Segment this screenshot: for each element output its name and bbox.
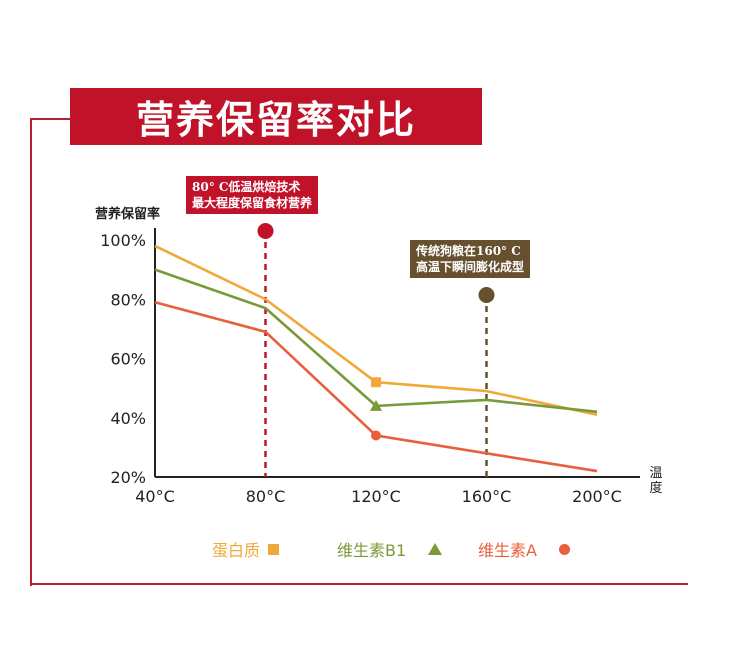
vline-marker-low-temp: [257, 223, 274, 239]
frame-left-border: [30, 118, 32, 586]
series-point-a: [371, 430, 381, 441]
legend-item-b1: 维生素B1: [337, 537, 443, 561]
frame-bottom-border: [30, 583, 688, 585]
legend-item-protein: 蛋白质: [212, 537, 280, 561]
y-tick-label: 100%: [100, 231, 146, 250]
y-tick-label: 60%: [110, 350, 146, 369]
legend-label-a: 维生素A: [478, 541, 537, 560]
callout-low-temp: 80° C低温烘焙技术 最大程度保留食材营养: [186, 176, 319, 214]
triangle-marker-icon: [428, 543, 443, 555]
y-tick-label: 20%: [110, 468, 146, 487]
y-tick-label: 40%: [110, 409, 146, 428]
circle-marker-icon: [558, 543, 570, 555]
x-tick-label: 200°C: [572, 487, 622, 506]
legend-label-protein: 蛋白质: [212, 541, 261, 560]
frame-top-tick: [30, 118, 70, 120]
x-axis-title: 度: [649, 480, 662, 496]
callout-high-temp: 传统狗粮在160° C 高温下瞬间膨化成型: [410, 240, 531, 278]
legend-label-b1: 维生素B1: [337, 541, 407, 560]
series-line-protein: [154, 244, 598, 417]
x-tick-label: 40°C: [135, 487, 175, 506]
y-tick-label: 80%: [110, 290, 146, 309]
vline-marker-high-temp: [478, 287, 495, 303]
series-point-protein: [371, 377, 381, 388]
y-axis-title: 营养保留率: [95, 207, 161, 222]
x-tick-label: 80°C: [246, 487, 286, 506]
page-title: 营养保留率对比: [70, 88, 482, 145]
x-tick-label: 120°C: [351, 487, 401, 506]
series-line-b1: [154, 268, 598, 414]
series-point-b1: [370, 399, 382, 411]
x-axis-title: 温: [649, 466, 662, 481]
square-marker-icon: [268, 543, 280, 555]
x-tick-label: 160°C: [462, 487, 512, 506]
legend-item-a: 维生素A: [478, 537, 570, 561]
